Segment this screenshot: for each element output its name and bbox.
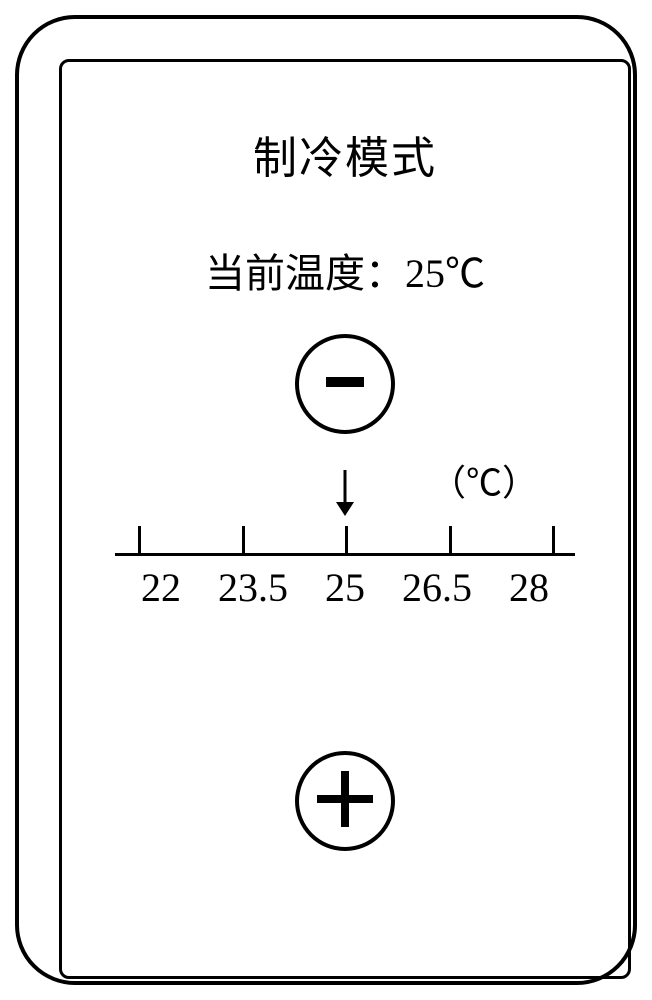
scale-label: 26.5 [391,564,483,611]
plus-icon [313,767,377,836]
scale-tick [138,526,141,556]
current-temperature: 当前温度：25℃ [205,241,485,299]
scale-label: 25 [299,564,391,611]
scale-line [115,516,575,556]
scale-label: 22 [115,564,207,611]
scale-tick [345,526,348,556]
scale-tick [242,526,245,556]
decrease-button[interactable] [295,334,395,434]
current-temp-value: 25℃ [405,251,485,296]
unit-label: （℃） [430,454,538,506]
scale-tick [552,526,555,556]
minus-icon [320,357,370,412]
scale-labels: 22 23.5 25 26.5 28 [115,564,575,611]
device-outer-frame: 制冷模式 当前温度：25℃ （℃） [15,15,637,985]
scale-label: 28 [483,564,575,611]
mode-title: 制冷模式 [253,122,437,186]
temperature-scale: 22 23.5 25 26.5 28 [115,516,575,611]
device-inner-frame: 制冷模式 当前温度：25℃ （℃） [59,59,631,979]
scale-label: 23.5 [207,564,299,611]
scale-indicator-arrow [330,468,360,523]
current-temp-label: 当前温度： [205,251,405,296]
scale-tick [449,526,452,556]
increase-button[interactable] [295,751,395,851]
